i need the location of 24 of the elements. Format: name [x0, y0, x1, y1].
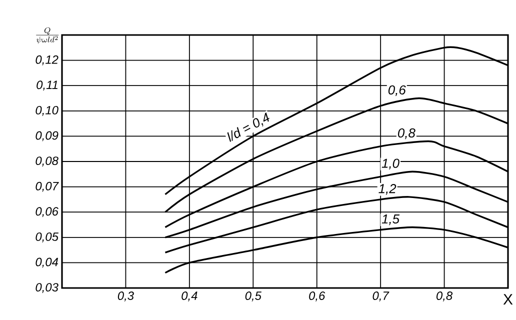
y-tick-label: 0,04	[36, 258, 58, 268]
x-axis-title: X	[503, 294, 513, 304]
text: l/d = 0,4	[227, 112, 270, 142]
y-tick-label: 0,03	[36, 283, 58, 293]
y-tick-label: 0,07	[36, 182, 59, 192]
series-label: 0,8	[398, 128, 416, 140]
series-label: 1,2	[378, 184, 396, 195]
y-tick-label: 0,12	[36, 55, 58, 66]
y-tick-label: 0,11	[36, 80, 58, 91]
y-tick-label: 0,06	[36, 207, 58, 218]
y-tick-label: 0,09	[36, 131, 58, 142]
x-tick-label: 0,5	[245, 292, 262, 302]
series-label: 1,0	[382, 158, 400, 170]
x-tick-label: 0,3	[118, 292, 134, 302]
series-label: 1,5	[382, 214, 400, 226]
y-tick-label: 0,10	[36, 106, 58, 116]
x-tick-label: 0,8	[436, 292, 453, 302]
x-tick-label: 0,6	[309, 292, 326, 302]
series-label: 0,6	[388, 85, 406, 96]
y-tick-label: 0,08	[36, 156, 58, 166]
y-tick-label: 0,05	[36, 232, 58, 242]
x-tick-label: 0,7	[372, 292, 390, 302]
x-tick-label: 0,4	[182, 292, 198, 302]
y-axis-title: $\frac{Q}{\psi\omega l d^{2}}$	[36, 27, 59, 44]
